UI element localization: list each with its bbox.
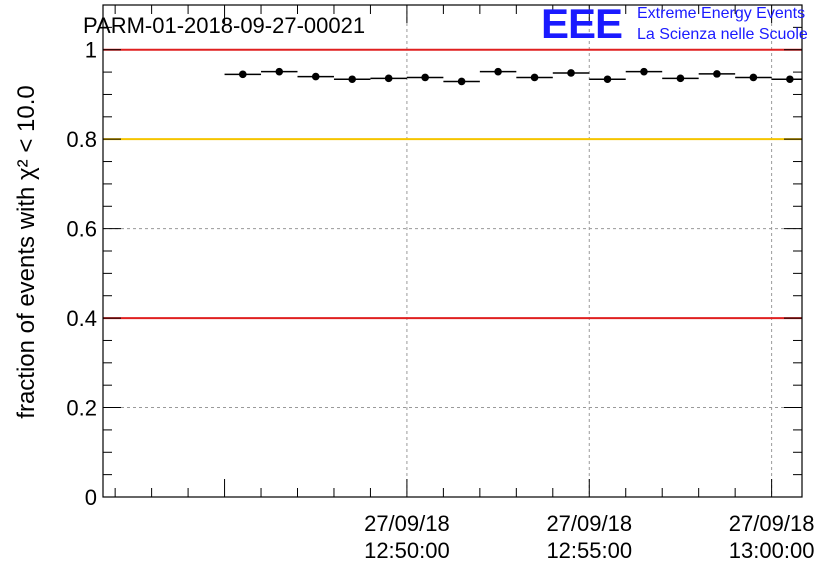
data-point xyxy=(457,77,466,86)
x-tick-label-date: 27/09/18 xyxy=(729,511,815,536)
data-point xyxy=(275,67,284,76)
data-point xyxy=(640,67,648,76)
y-tick-label: 0.6 xyxy=(66,217,97,242)
logo-line-1: Extreme Energy Events xyxy=(637,5,805,22)
y-tick-label: 0.2 xyxy=(66,396,97,421)
logo-line-2: La Scienza nelle Scuole xyxy=(637,26,808,43)
x-tick-label-time: 12:50:00 xyxy=(364,538,450,563)
eee-logo: EEE Extreme Energy Events La Scienza nel… xyxy=(541,0,808,47)
x-tick-label-date: 27/09/18 xyxy=(546,511,632,536)
data-point xyxy=(421,73,429,82)
y-tick-label: 0.8 xyxy=(66,127,97,152)
data-point xyxy=(786,75,794,84)
logo-mark: EEE xyxy=(541,0,622,47)
data-point xyxy=(384,74,393,83)
y-tick-label: 0.4 xyxy=(66,306,97,331)
y-tick-label: 1 xyxy=(85,38,97,63)
data-point xyxy=(749,73,758,82)
x-tick-label-date: 27/09/18 xyxy=(364,511,450,536)
data-point xyxy=(603,75,612,84)
y-tick-label: 0 xyxy=(85,485,97,510)
data-point xyxy=(494,67,502,76)
data-point xyxy=(567,69,575,77)
data-point xyxy=(348,75,357,84)
data-point xyxy=(238,70,247,79)
axes: 00.20.40.60.8127/09/1812:50:0027/09/1812… xyxy=(66,4,815,563)
x-tick-label-time: 13:00:00 xyxy=(729,538,815,563)
x-tick-label-time: 12:55:00 xyxy=(546,538,632,563)
data-point xyxy=(676,74,685,83)
y-axis-label: fraction of events with χ² < 10.0 xyxy=(13,85,40,418)
data-point xyxy=(530,73,539,82)
reference-lines xyxy=(103,48,802,320)
chart-title: PARM-01-2018-09-27-00021 xyxy=(83,13,365,38)
data-points xyxy=(224,67,802,86)
data-point xyxy=(311,72,320,81)
data-point xyxy=(713,70,721,78)
